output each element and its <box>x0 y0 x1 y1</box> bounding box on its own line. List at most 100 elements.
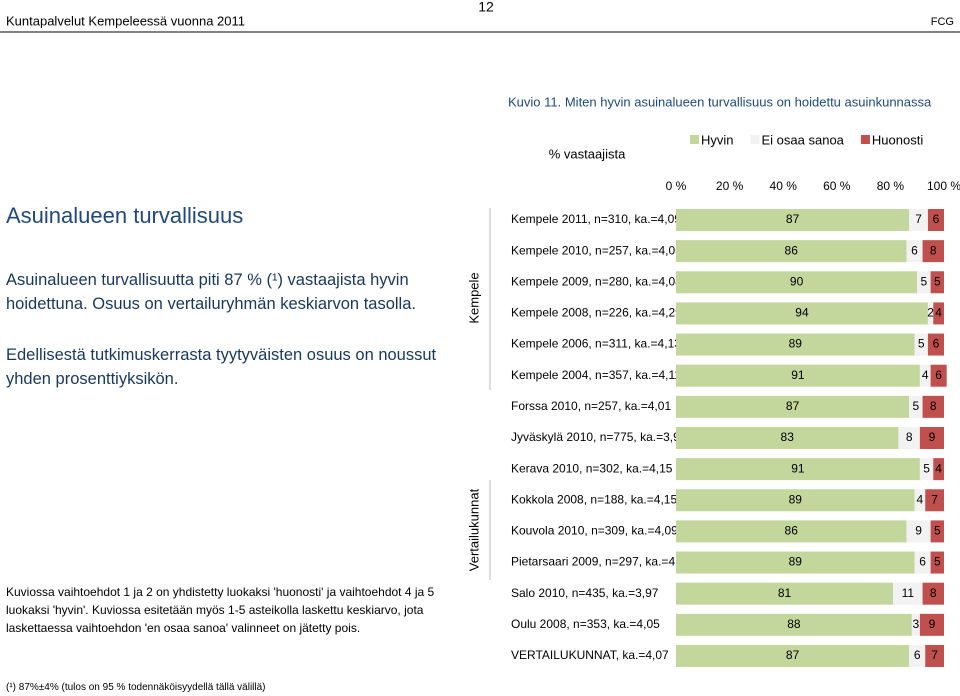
legend-label: Ei osaa sanoa <box>762 132 845 147</box>
header-left: Kuntapalvelut Kempeleessä vuonna 2011 <box>6 13 245 28</box>
x-tick-label: 80 % <box>877 179 905 193</box>
bar-segment <box>676 302 928 325</box>
row-label: Kempele 2010, n=257, ka.=4,05 <box>511 243 682 257</box>
value-label: 87 <box>786 399 800 413</box>
bar-segment <box>927 302 934 325</box>
bar-segment <box>906 520 931 543</box>
value-label: 7 <box>931 648 938 662</box>
heading: Asuinalueen turvallisuus <box>6 203 244 228</box>
bar-segment <box>909 644 926 667</box>
bar-segment <box>676 364 920 387</box>
page-number: 12 <box>478 0 494 15</box>
value-label: 6 <box>935 368 942 382</box>
value-label: 89 <box>789 337 803 351</box>
bar-segment <box>676 333 915 356</box>
value-label: 86 <box>785 243 799 257</box>
row-label: Jyväskylä 2010, n=775, ka.=3,93 <box>511 430 687 444</box>
footnote: (¹) 87%±4% (tulos on 95 % todennäköisyyd… <box>6 682 266 693</box>
bar-segment <box>676 395 910 418</box>
value-label: 87 <box>786 648 800 662</box>
x-tick-label: 60 % <box>823 179 851 193</box>
x-axis-title: % vastaajista <box>549 146 626 161</box>
bar-segment <box>922 240 944 263</box>
bar-segment <box>914 333 928 356</box>
paragraph: Asuinalueen turvallisuutta piti 87 % (¹)… <box>6 271 416 313</box>
value-label: 91 <box>791 368 805 382</box>
note: Kuviossa vaihtoehdot 1 ja 2 on yhdistett… <box>6 585 435 635</box>
value-label: 11 <box>902 586 915 600</box>
bar-segment <box>893 582 923 605</box>
row-label: VERTAILUKUNNAT, ka.=4,07 <box>511 648 669 662</box>
value-label: 8 <box>930 586 937 600</box>
value-label: 86 <box>785 524 799 538</box>
value-label: 88 <box>787 617 801 631</box>
value-label: 5 <box>913 399 920 413</box>
value-label: 7 <box>915 212 922 226</box>
x-tick-label: 40 % <box>770 179 798 193</box>
value-label: 7 <box>931 492 938 506</box>
value-label: 89 <box>789 492 803 506</box>
x-tick-label: 100 % <box>927 179 960 193</box>
legend-swatch <box>690 135 699 144</box>
row-label: Kempele 2006, n=311, ka.=4,13 <box>511 337 681 351</box>
value-label: 5 <box>934 524 941 538</box>
value-label: 6 <box>933 212 940 226</box>
bar-segment <box>925 489 944 512</box>
bar-segment <box>676 582 894 605</box>
row-label: Kempele 2008, n=226, ka.=4,29 <box>511 306 682 320</box>
bar-segment <box>919 458 934 481</box>
bar-segment <box>914 489 926 512</box>
value-label: 3 <box>913 617 920 631</box>
bar-segment <box>676 271 918 294</box>
value-label: 9 <box>929 617 936 631</box>
value-label: 4 <box>935 461 942 475</box>
value-label: 8 <box>906 430 913 444</box>
bar-segment <box>930 271 944 294</box>
row-label: Kokkola 2008, n=188, ka.=4,15 <box>511 492 677 506</box>
bar-segment <box>676 520 907 543</box>
bar-segment <box>676 209 910 231</box>
row-label: Kouvola 2010, n=309, ka.=4,09 <box>511 524 678 538</box>
value-label: 87 <box>786 212 800 226</box>
legend-swatch <box>860 135 870 144</box>
bar-segment <box>906 240 923 263</box>
value-label: 5 <box>934 274 941 288</box>
bar-segment <box>927 209 944 231</box>
bar-segment <box>933 302 944 325</box>
group-label: Kempele <box>466 272 481 323</box>
bar-segment <box>676 644 910 667</box>
value-label: 9 <box>929 430 936 444</box>
value-label: 83 <box>781 430 795 444</box>
bar-segment <box>919 613 944 636</box>
row-label: Pietarsaari 2009, n=297, ka.=4,16 <box>511 555 692 569</box>
value-label: 94 <box>795 306 809 320</box>
value-label: 90 <box>790 274 804 288</box>
bar-segment <box>914 551 931 574</box>
bar-segment <box>911 613 920 636</box>
bar-segment <box>922 582 944 605</box>
x-tick-label: 0 % <box>666 179 687 193</box>
bar-segment <box>909 395 923 418</box>
row-label: Oulu 2008, n=353, ka.=4,05 <box>511 617 660 631</box>
bar-segment <box>676 613 912 636</box>
bar-segment <box>676 551 915 574</box>
bar-segment <box>676 489 915 512</box>
bar-segment <box>919 364 931 387</box>
value-label: 5 <box>934 555 941 569</box>
value-label: 6 <box>914 648 921 662</box>
value-label: 6 <box>919 555 926 569</box>
value-label: 4 <box>922 368 929 382</box>
row-label: Kempele 2011, n=310, ka.=4,09 <box>511 212 681 226</box>
x-tick-label: 20 % <box>716 179 744 193</box>
bar-segment <box>676 426 899 449</box>
header-right: FCG <box>931 16 954 28</box>
paragraph: Edellisestä tutkimuskerrasta tyytyväiste… <box>6 346 437 388</box>
group-label: Vertailukunnat <box>466 488 481 571</box>
value-label: 9 <box>915 524 922 538</box>
value-label: 4 <box>917 492 924 506</box>
value-label: 91 <box>791 461 805 475</box>
row-label: Kerava 2010, n=302, ka.=4,15 <box>511 461 673 475</box>
row-label: Salo 2010, n=435, ka.=3,97 <box>511 586 659 600</box>
